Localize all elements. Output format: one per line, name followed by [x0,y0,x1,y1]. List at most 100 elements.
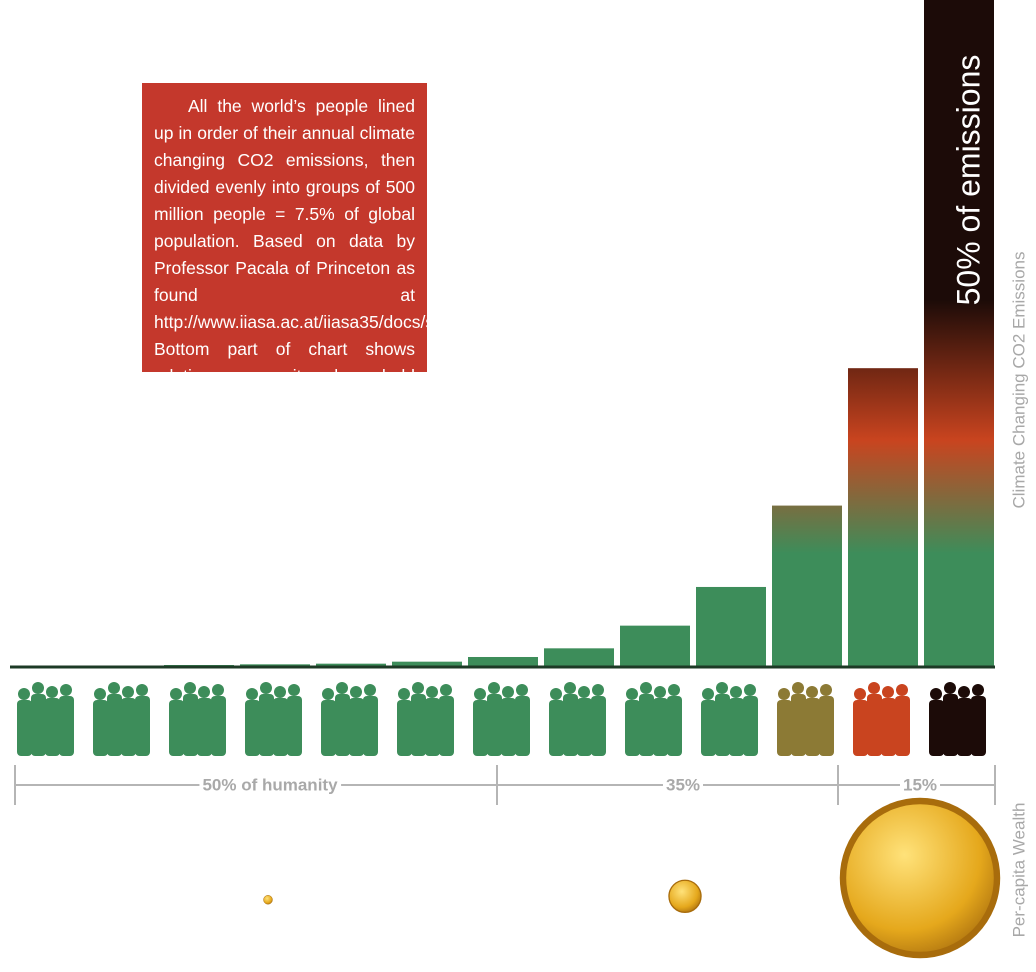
people [929,682,986,756]
head [516,684,528,696]
body [335,694,350,756]
head [32,682,44,694]
data-label: 50% of emissions [950,55,986,306]
wealth-coin [668,879,702,913]
wealth-coin [839,797,1001,959]
body [729,698,744,756]
bar [848,368,918,667]
body [245,700,260,756]
head [668,684,680,696]
head [184,682,196,694]
group-label: 35% [666,775,700,794]
body [397,700,412,756]
body [971,696,986,756]
people [93,682,150,756]
body [743,696,758,756]
head [896,684,908,696]
head [336,682,348,694]
head [198,686,210,698]
bar [468,656,538,667]
body [59,696,74,756]
head [122,686,134,698]
people [473,682,530,756]
head [806,686,818,698]
body [805,698,820,756]
body [259,694,274,756]
body [273,698,288,756]
head [730,686,742,698]
people [245,682,302,756]
bar [924,0,994,667]
body [487,694,502,756]
people [17,682,74,756]
label-bg [199,775,342,795]
head [792,682,804,694]
head [550,688,562,700]
head [350,686,362,698]
head [170,688,182,700]
head [260,682,272,694]
head [626,688,638,700]
body [625,700,640,756]
head [488,682,500,694]
body [321,700,336,756]
body [867,694,882,756]
head [930,688,942,700]
y-axis-label: Climate Changing CO2 Emissions [1009,252,1028,509]
body [169,700,184,756]
head [972,684,984,696]
label-bg [662,775,704,795]
label-bg [899,775,941,795]
body [107,694,122,756]
body [425,698,440,756]
group-label: 15% [903,775,937,794]
body [31,694,46,756]
people [701,682,758,756]
body [473,700,488,756]
body [715,694,730,756]
body [501,698,516,756]
body [777,700,792,756]
head [212,684,224,696]
head [108,682,120,694]
body [701,700,716,756]
head [18,688,30,700]
head [716,682,728,694]
people [397,682,454,756]
body [45,698,60,756]
body [895,696,910,756]
bar [544,648,614,667]
head [578,686,590,698]
body [135,696,150,756]
body [439,696,454,756]
head [426,686,438,698]
head [94,688,106,700]
body [577,698,592,756]
people [853,682,910,756]
people [777,682,834,756]
people [625,682,682,756]
head [474,688,486,700]
body [563,694,578,756]
head [640,682,652,694]
head [944,682,956,694]
body [197,698,212,756]
body [121,698,136,756]
wealth-coin [263,895,273,905]
body [957,698,972,756]
body [639,694,654,756]
body [791,694,806,756]
head [744,684,756,696]
head [654,686,666,698]
body [591,696,606,756]
people [169,682,226,756]
head [854,688,866,700]
head [246,688,258,700]
body [363,696,378,756]
head [136,684,148,696]
body [211,696,226,756]
body [515,696,530,756]
head [412,682,424,694]
